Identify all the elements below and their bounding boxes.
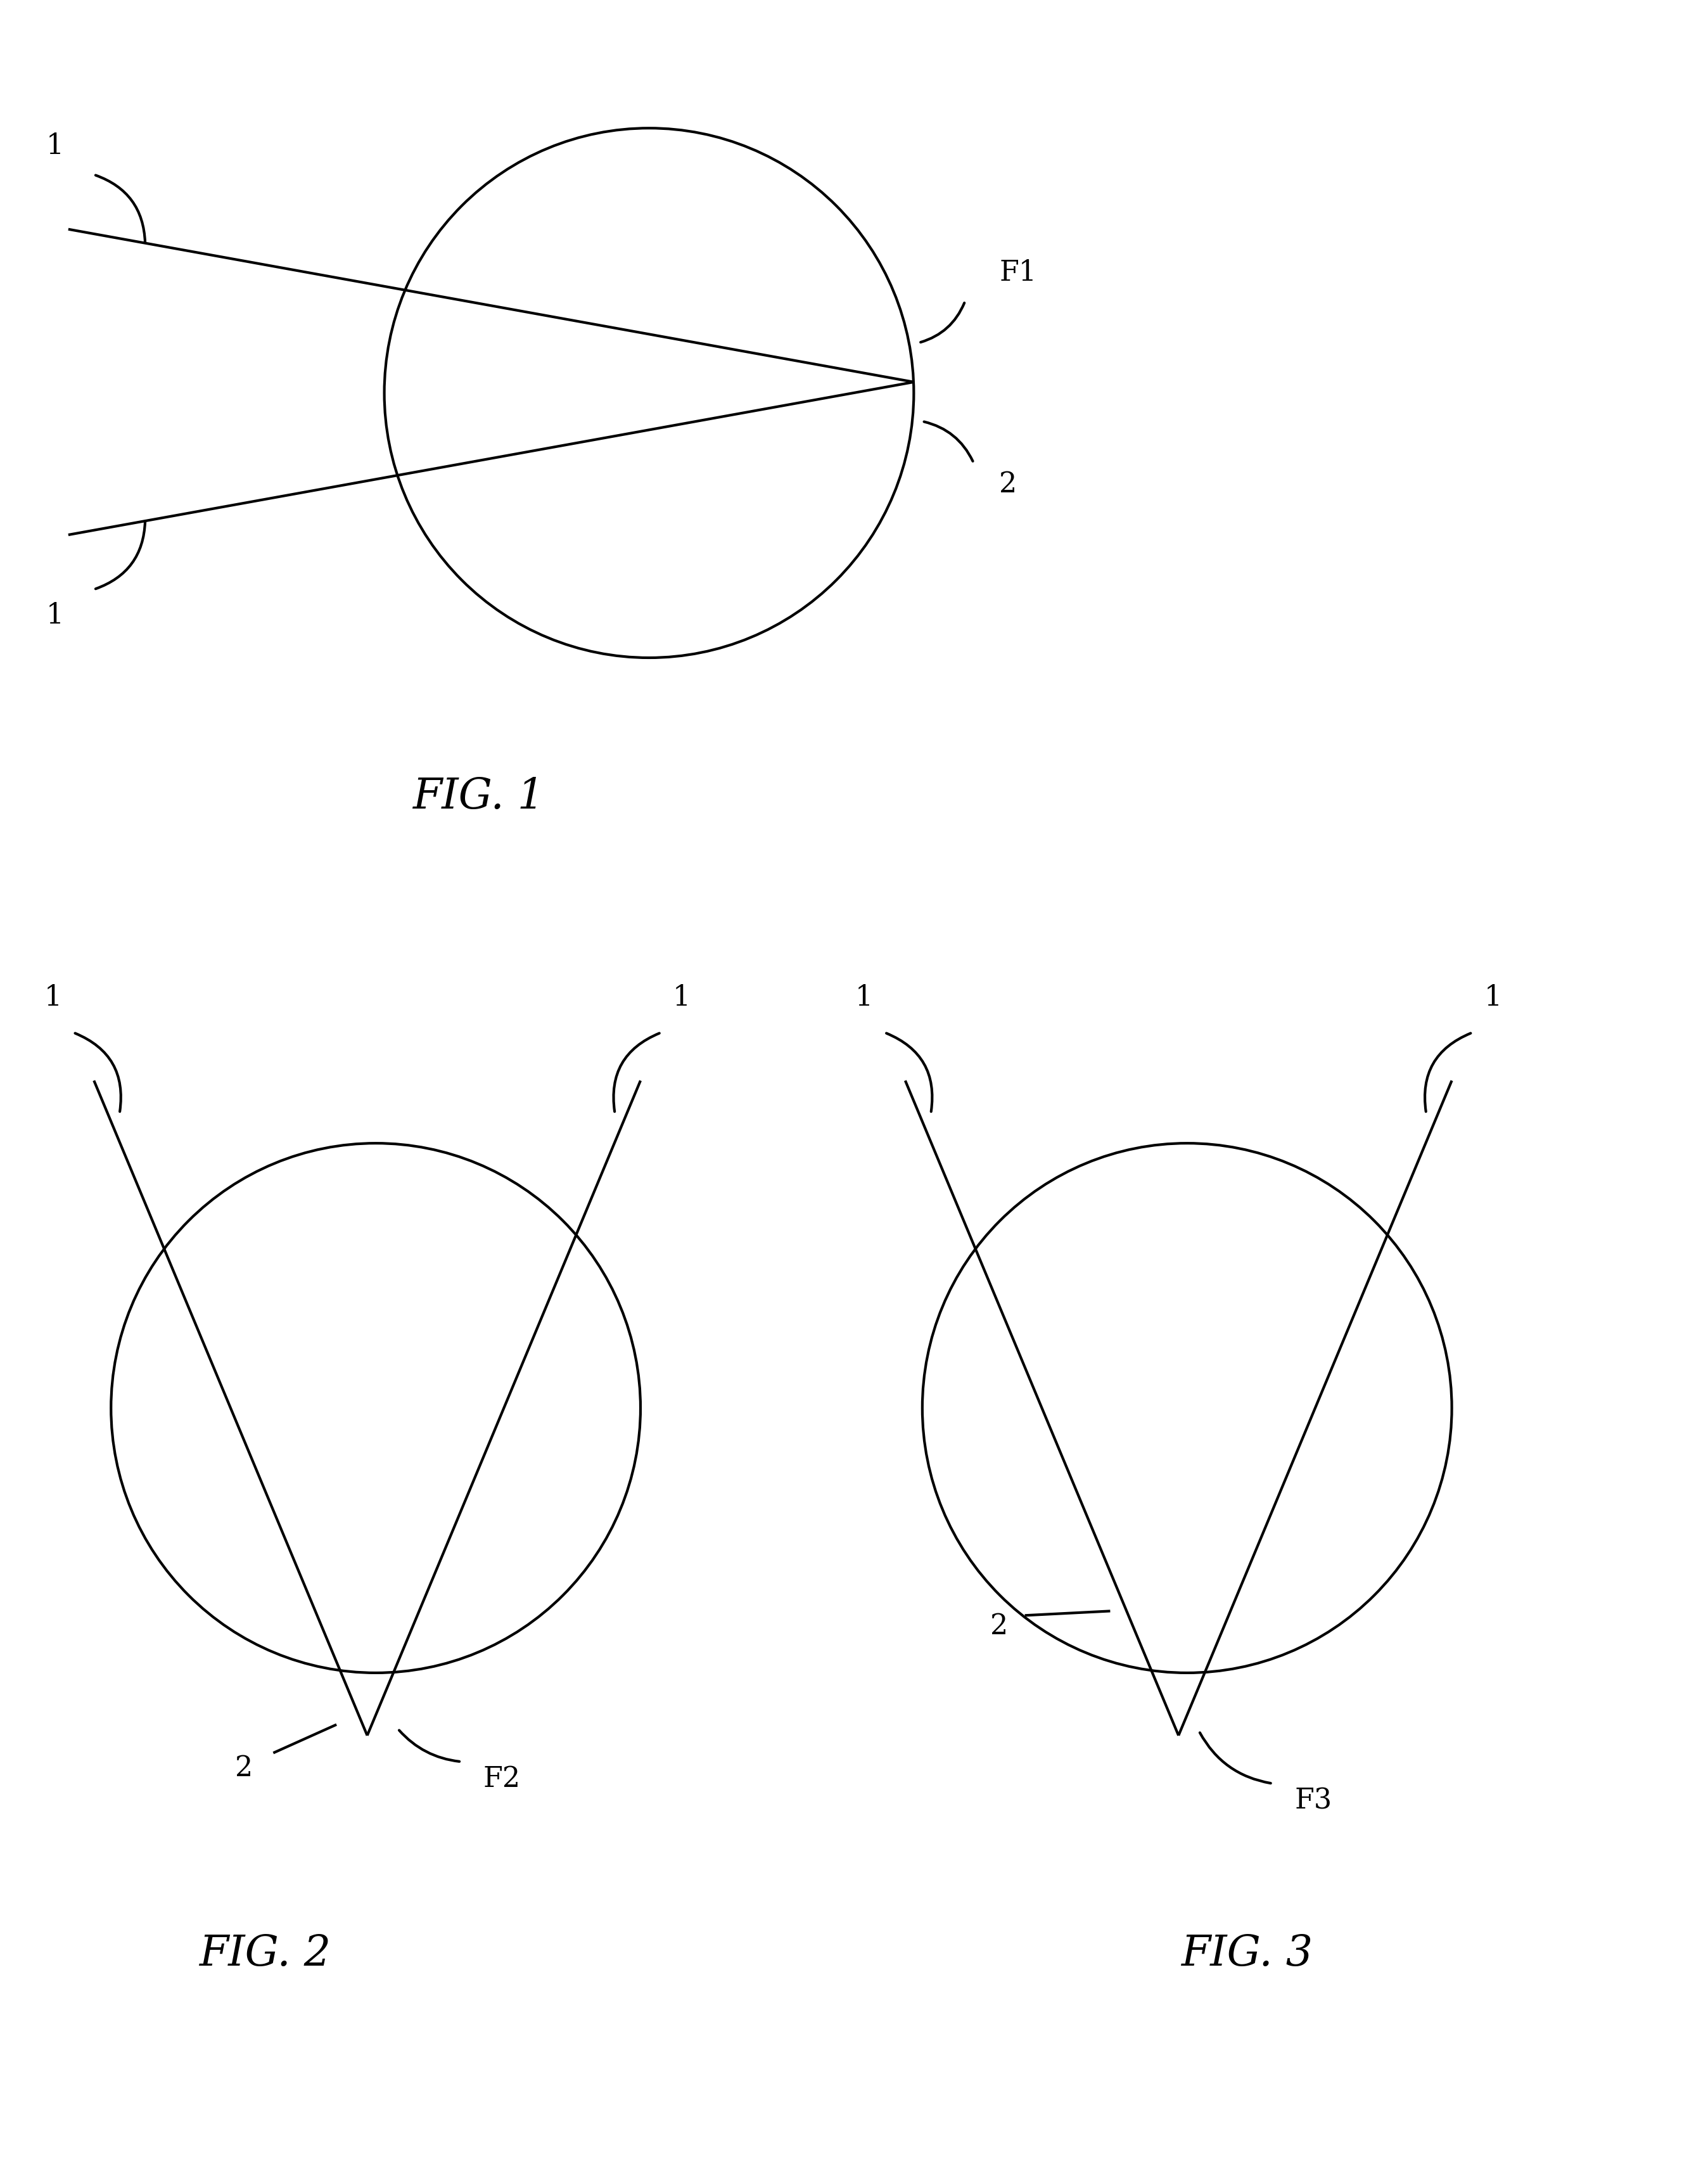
Text: 2: 2 xyxy=(999,472,1016,498)
Text: FIG. 1: FIG. 1 xyxy=(412,777,545,816)
Text: 1: 1 xyxy=(673,985,690,1011)
Text: F1: F1 xyxy=(999,260,1037,286)
Text: F2: F2 xyxy=(483,1766,521,1792)
Text: 1: 1 xyxy=(46,603,63,629)
Text: 2: 2 xyxy=(991,1613,1008,1639)
Text: 1: 1 xyxy=(44,985,61,1011)
Text: FIG. 3: FIG. 3 xyxy=(1180,1934,1313,1973)
Text: F3: F3 xyxy=(1295,1788,1332,1814)
Text: FIG. 2: FIG. 2 xyxy=(198,1934,331,1973)
Text: 1: 1 xyxy=(856,985,873,1011)
Text: 2: 2 xyxy=(236,1755,253,1781)
Text: 1: 1 xyxy=(1484,985,1501,1011)
Text: 1: 1 xyxy=(46,133,63,159)
